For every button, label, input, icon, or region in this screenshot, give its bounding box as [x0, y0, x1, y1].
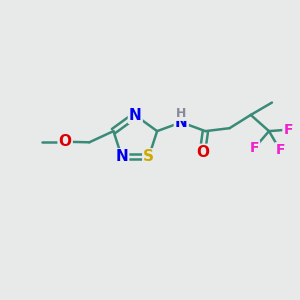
- Text: N: N: [129, 108, 142, 123]
- Text: F: F: [284, 123, 293, 137]
- Text: F: F: [250, 141, 259, 155]
- Text: F: F: [275, 143, 285, 157]
- Text: N: N: [175, 115, 188, 130]
- Text: S: S: [143, 149, 154, 164]
- Text: O: O: [196, 145, 209, 160]
- Text: N: N: [116, 149, 128, 164]
- Text: O: O: [58, 134, 72, 149]
- Text: H: H: [176, 107, 187, 120]
